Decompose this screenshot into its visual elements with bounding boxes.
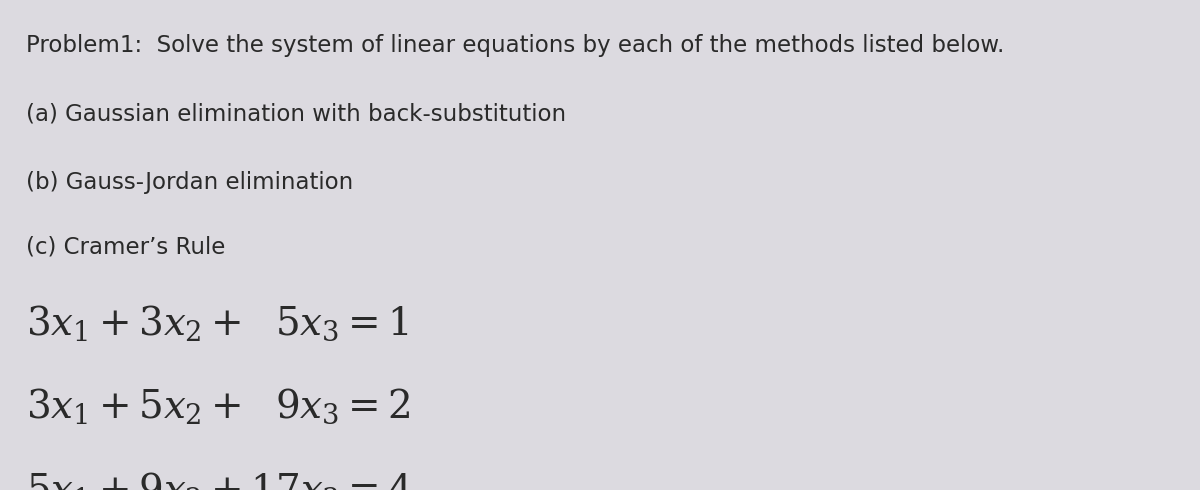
Text: (c) Cramer’s Rule: (c) Cramer’s Rule	[26, 235, 226, 258]
Text: $3x_1 + 3x_2 + \ \ 5x_3 = 1$: $3x_1 + 3x_2 + \ \ 5x_3 = 1$	[26, 304, 409, 343]
Text: $3x_1 + 5x_2 + \ \ 9x_3 = 2$: $3x_1 + 5x_2 + \ \ 9x_3 = 2$	[26, 387, 410, 426]
Text: $5x_1 + 9x_2 + 17x_3 = 4$: $5x_1 + 9x_2 + 17x_3 = 4$	[26, 470, 413, 490]
Text: Problem1:  Solve the system of linear equations by each of the methods listed be: Problem1: Solve the system of linear equ…	[26, 34, 1004, 57]
Text: (a) Gaussian elimination with back-substitution: (a) Gaussian elimination with back-subst…	[26, 103, 566, 126]
Text: (b) Gauss-Jordan elimination: (b) Gauss-Jordan elimination	[26, 172, 354, 195]
